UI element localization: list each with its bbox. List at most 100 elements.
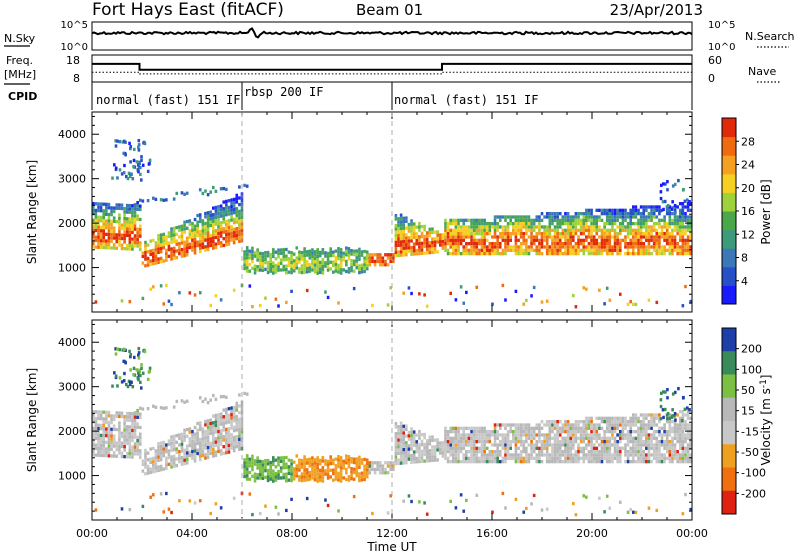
velocity-cell [125, 451, 129, 456]
velocity-cell [209, 445, 212, 449]
velocity-cell [662, 415, 665, 420]
velocity-cell [527, 453, 531, 457]
power-cell [684, 218, 687, 222]
power-cell [564, 228, 567, 232]
velocity-cell [652, 416, 656, 420]
velocity-cell [360, 474, 364, 479]
power-cell [639, 238, 643, 242]
power-cell [149, 252, 152, 257]
power-cell [269, 256, 272, 260]
velocity-cell [670, 415, 674, 419]
power-cell [282, 254, 286, 259]
power-cell [681, 228, 685, 232]
velocity-cell [530, 453, 533, 457]
velocity-cell [684, 456, 687, 460]
velocity-cell [647, 453, 651, 457]
velocity-cell [165, 463, 168, 467]
power-cell [138, 204, 142, 208]
power-cell [595, 245, 599, 249]
velocity-cell [632, 443, 635, 447]
power-cell [637, 238, 640, 242]
power-cell [659, 190, 663, 194]
velocity-cell [345, 457, 348, 462]
velocity-cell [112, 451, 116, 455]
power-cell [120, 233, 124, 237]
power-cell [232, 227, 236, 232]
power-cell [483, 232, 486, 236]
power-cell [506, 222, 510, 226]
velocity-cell [483, 426, 486, 430]
velocity-cell [133, 428, 137, 433]
velocity-cell [465, 440, 468, 444]
velocity-cell [689, 446, 692, 450]
power-cell [121, 140, 125, 144]
velocity-cell [415, 433, 419, 437]
velocity-cell [321, 472, 325, 476]
power-cell [444, 222, 447, 226]
velocity-cell [681, 443, 685, 447]
power-cell [217, 208, 220, 212]
velocity-cell [198, 447, 202, 452]
velocity-cell [138, 369, 142, 373]
velocity-cell [658, 413, 661, 417]
power-cell [162, 259, 166, 263]
power-cell [407, 226, 411, 230]
power-cell [204, 211, 207, 216]
nave-label: Nave [748, 65, 776, 78]
velocity-cell [137, 351, 141, 355]
velocity-cell [412, 433, 416, 438]
velocity-cell [329, 475, 332, 479]
power-cell [157, 244, 160, 248]
velocity-cell [587, 423, 591, 427]
velocity-cell [556, 440, 559, 444]
power-cell [686, 205, 690, 209]
power-cell [144, 244, 147, 248]
velocity-cell [590, 416, 593, 420]
velocity-cell [365, 475, 369, 479]
velocity-cell [480, 456, 484, 460]
velocity-cell [621, 416, 625, 420]
power-cell [436, 233, 439, 237]
velocity-cell [350, 460, 353, 464]
velocity-cell [525, 440, 528, 444]
velocity-cell [298, 465, 301, 469]
power-cell [402, 216, 406, 220]
velocity-cell [569, 433, 572, 437]
power-cell [418, 241, 421, 246]
power-cell [629, 242, 632, 246]
velocity-cell [407, 444, 411, 448]
velocity-cell [540, 450, 544, 454]
power-cell [412, 242, 416, 246]
velocity-cell [112, 424, 116, 428]
power-cell [99, 225, 103, 230]
power-cell [566, 238, 570, 242]
velocity-cell [128, 411, 132, 416]
velocity-cell [227, 420, 231, 424]
power-cell [128, 223, 132, 228]
power-cell [498, 215, 502, 219]
power-cell [425, 237, 429, 242]
velocity-cell [645, 416, 648, 420]
velocity-cell [222, 394, 226, 399]
power-cell [545, 245, 549, 249]
velocity-cell [446, 440, 450, 444]
power-cell [256, 248, 259, 252]
velocity-cell [686, 456, 690, 460]
power-cell [389, 256, 392, 260]
power-cell [112, 246, 116, 250]
power-cell [642, 248, 646, 252]
velocity-cell [446, 433, 450, 437]
velocity-cell [535, 433, 539, 437]
power-cell [673, 225, 677, 229]
power-cell [582, 245, 586, 249]
velocity-cell [556, 426, 559, 430]
power-cell [125, 203, 129, 208]
power-cell [603, 235, 606, 239]
power-cell [595, 252, 599, 256]
velocity-cell [212, 434, 215, 438]
power-cell [498, 235, 502, 239]
power-cell [206, 193, 210, 197]
velocity-cell [566, 430, 570, 434]
power-cell [472, 218, 476, 222]
power-cell [277, 268, 280, 272]
